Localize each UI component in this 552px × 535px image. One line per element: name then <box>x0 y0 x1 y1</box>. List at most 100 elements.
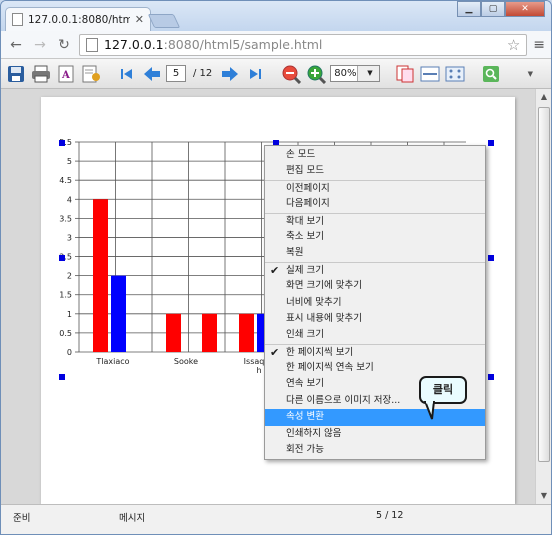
menu-item[interactable]: 연속 보기 <box>265 376 485 392</box>
forward-icon[interactable]: → <box>34 36 46 53</box>
menu-item-label: 확대 보기 <box>286 215 324 227</box>
menu-item-label: 편집 모드 <box>286 165 324 177</box>
back-icon[interactable]: ← <box>10 36 22 53</box>
menu-item[interactable]: 손 모드 <box>265 147 485 163</box>
vertical-scrollbar[interactable]: ▲ ▼ <box>535 89 551 504</box>
menu-item[interactable]: 한 페이지씩 연속 보기 <box>265 360 485 376</box>
menu-item-label: 한 페이지씩 보기 <box>286 346 354 358</box>
status-state: 준비 <box>13 513 31 524</box>
callout-bubble: 클릭 <box>419 376 467 404</box>
fit-width-icon[interactable] <box>419 63 441 85</box>
checkmark-icon: ✔ <box>270 345 280 359</box>
menu-item-label: 복원 <box>286 247 304 259</box>
text-export-icon[interactable]: A <box>55 63 77 85</box>
page-number-input[interactable]: 5 <box>166 65 186 82</box>
minimize-button[interactable]: ▁ <box>457 1 481 17</box>
selection-handle[interactable] <box>273 140 279 146</box>
print-icon[interactable] <box>30 63 52 85</box>
bar[interactable] <box>202 313 217 352</box>
new-tab-button[interactable] <box>147 14 181 28</box>
menu-item[interactable]: 회전 가능 <box>265 442 485 458</box>
y-tick-label: 0 <box>67 348 72 357</box>
page-icon <box>86 37 98 52</box>
menu-item[interactable]: ✔ 한 페이지씩 보기 <box>265 343 485 360</box>
window-controls: ▁ ▢ ✕ <box>457 1 545 17</box>
menu-item-label: 화면 크기에 맞추기 <box>286 280 362 292</box>
menu-item-label: 다음페이지 <box>286 198 330 210</box>
x-tick-label: Tlaxiaco <box>95 357 129 366</box>
chevron-down-icon[interactable]: ▼ <box>356 66 380 81</box>
zoom-out-icon[interactable] <box>280 63 302 85</box>
close-icon[interactable]: ✕ <box>134 13 144 26</box>
x-tick-label: Issaqua <box>244 357 275 366</box>
fit-page-icon[interactable] <box>444 63 466 85</box>
menu-item[interactable]: 축소 보기 <box>265 229 485 245</box>
selection-handle[interactable] <box>59 374 65 380</box>
url-text: 127.0.0.1:8080/html5/sample.html <box>104 37 322 52</box>
bookmark-star-icon[interactable]: ☆ <box>506 35 521 54</box>
y-tick-label: 3.5 <box>59 214 72 223</box>
menu-item[interactable]: 다른 이름으로 이미지 저장... <box>265 393 485 409</box>
menu-item[interactable]: 표시 내용에 맞추기 <box>265 311 485 327</box>
bar[interactable] <box>111 275 126 352</box>
y-tick-label: 3 <box>67 233 72 242</box>
menu-item-label: 이전페이지 <box>286 182 330 194</box>
selection-handle[interactable] <box>488 140 494 146</box>
zoom-in-icon[interactable] <box>305 63 327 85</box>
y-tick-label: 2.5 <box>59 253 72 262</box>
address-bar[interactable]: 127.0.0.1:8080/html5/sample.html ☆ <box>79 33 528 56</box>
close-window-button[interactable]: ✕ <box>505 1 545 17</box>
zoom-select[interactable]: 80% ▼ <box>330 65 381 82</box>
page-icon <box>12 13 23 26</box>
next-page-icon[interactable] <box>219 63 241 85</box>
selection-handle[interactable] <box>488 374 494 380</box>
bar[interactable] <box>239 313 254 352</box>
scroll-down-icon[interactable]: ▼ <box>540 491 548 500</box>
selection-handle[interactable] <box>59 255 65 261</box>
status-page: 5 / 12 <box>376 510 404 521</box>
last-page-icon[interactable] <box>244 63 266 85</box>
selection-handle[interactable] <box>488 255 494 261</box>
bar[interactable] <box>93 199 108 352</box>
y-tick-label: 2 <box>67 272 72 281</box>
page-settings-icon[interactable] <box>80 63 102 85</box>
y-tick-label: 1.5 <box>59 291 72 300</box>
page-total: / 12 <box>193 68 213 79</box>
scrollbar-thumb[interactable] <box>538 107 550 462</box>
menu-item-label: 축소 보기 <box>286 230 324 242</box>
menu-item-label: 속성 변환 <box>286 411 324 423</box>
menu-item-label: 인쇄 크기 <box>286 329 324 341</box>
scroll-up-icon[interactable]: ▲ <box>540 92 548 101</box>
search-icon[interactable] <box>480 63 502 85</box>
menu-item[interactable]: 복원 <box>265 245 485 261</box>
selection-handle[interactable] <box>59 140 65 146</box>
menu-item[interactable]: 편집 모드 <box>265 163 485 179</box>
menu-item[interactable]: 인쇄 크기 <box>265 327 485 343</box>
menu-item-label: 실제 크기 <box>286 264 324 276</box>
y-tick-label: 5 <box>67 157 72 166</box>
menu-item[interactable]: 너비에 맞추기 <box>265 295 485 311</box>
dropdown-arrow-icon[interactable]: ▼ <box>527 69 533 78</box>
menu-item[interactable]: 화면 크기에 맞추기 <box>265 278 485 294</box>
single-page-view-icon[interactable] <box>394 63 416 85</box>
menu-item[interactable]: 확대 보기 <box>265 212 485 229</box>
menu-item[interactable]: ✔ 실제 크기 <box>265 261 485 278</box>
viewer-toolbar: A 5 / 12 80% ▼ <box>1 59 551 89</box>
previous-page-icon[interactable] <box>141 63 163 85</box>
first-page-icon[interactable] <box>116 63 138 85</box>
checkmark-icon: ✔ <box>270 263 280 277</box>
x-tick-label: h <box>256 366 261 375</box>
menu-item-label: 연속 보기 <box>286 378 324 390</box>
y-tick-label: 4.5 <box>59 176 72 185</box>
bar[interactable] <box>166 313 181 352</box>
menu-item[interactable]: 속성 변환 <box>265 409 485 426</box>
menu-icon[interactable]: ≡ <box>533 36 545 53</box>
maximize-button[interactable]: ▢ <box>481 1 505 17</box>
save-icon[interactable] <box>5 63 27 85</box>
menu-item[interactable]: 다음페이지 <box>265 196 485 212</box>
menu-item[interactable]: 인쇄하지 않음 <box>265 426 485 442</box>
browser-tab[interactable]: 127.0.0.1:8080/html5/sa ✕ <box>5 7 151 31</box>
menu-item[interactable]: 이전페이지 <box>265 179 485 196</box>
reload-icon[interactable]: ↻ <box>58 36 70 53</box>
